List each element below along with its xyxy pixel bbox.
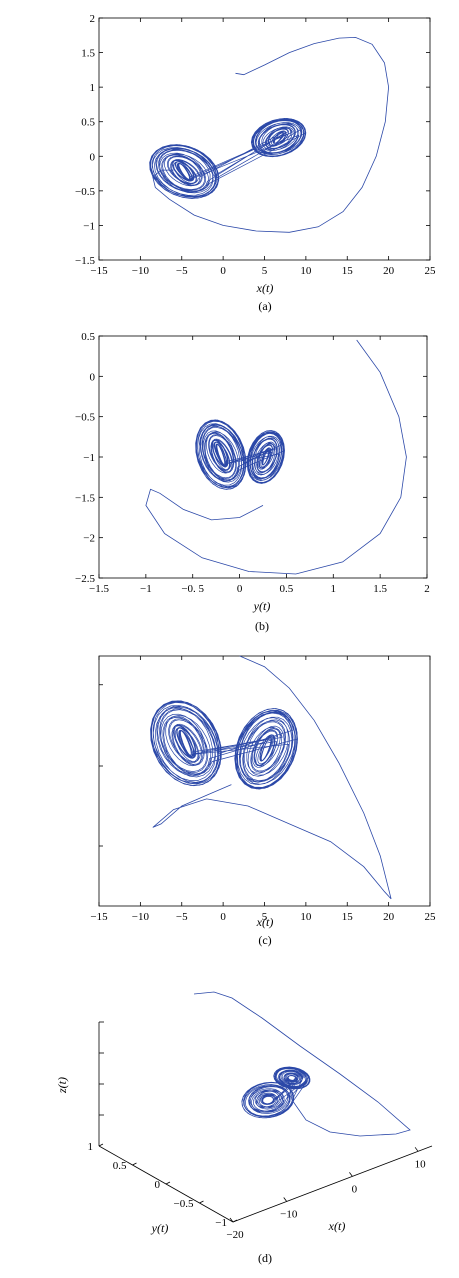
y-tick-label: −2.5 [75, 573, 95, 585]
x-tick-label: 25 [425, 911, 437, 923]
y-tick-label: −2 [83, 533, 95, 545]
x-tick-label: 15 [342, 911, 354, 923]
y-tick-label: −1 [83, 452, 95, 464]
x-tick-label: −5 [176, 911, 188, 923]
x-axis-label-a: x(t) [256, 281, 274, 295]
y-tick-mark [165, 1181, 171, 1185]
x-tick-label: 5 [262, 911, 268, 923]
x-tick-label: −10 [132, 911, 150, 923]
attractor-b [195, 419, 285, 490]
y-ticks-a: −1.5 −1 −0.5 0 0.5 1 1.5 2 [75, 13, 430, 267]
x-tick-label: −20 [226, 1229, 244, 1241]
attractor-d [241, 1066, 311, 1119]
axes-3d [98, 1022, 433, 1223]
y-tick-mark [132, 1162, 137, 1166]
x-axis-label-d: x(t) [328, 1219, 346, 1233]
x-tick-mark [229, 1217, 234, 1223]
transient-b [145, 339, 407, 575]
y-tick-mark [232, 1219, 238, 1223]
x-tick-label: −10 [280, 1208, 298, 1220]
y-tick-label: −1.5 [75, 255, 95, 267]
y-tick-label: −0.5 [75, 412, 95, 424]
y-ticks-b: −2.5 −2 −1.5 −1 −0.5 0 0.5 [75, 331, 427, 585]
x-ticks-c: −15 −10 −5 0 5 10 15 20 25 [90, 656, 436, 923]
transient-a [152, 36, 390, 233]
y-tick-label: 0 [90, 151, 96, 163]
z-axis-label-d: z(t) [55, 1077, 69, 1094]
y-tick-label: −1 [83, 220, 95, 232]
x-tick-mark [349, 1172, 353, 1177]
y-tick-label: 0.5 [113, 1160, 127, 1172]
x-tick-label: −15 [90, 911, 108, 923]
y-tick-label: −0.5 [75, 186, 95, 198]
x-tick-label: 1 [331, 583, 337, 595]
x-tick-label: 10 [300, 911, 312, 923]
x-tick-label: −1 [140, 583, 152, 595]
caption-a: (a) [258, 299, 271, 313]
x-tick-label: 20 [383, 265, 395, 277]
y-tick-label: 1 [90, 82, 96, 94]
y-axis-label-d: y(t) [151, 1221, 169, 1235]
chart-panel-b: −1.5 −1 −0. 5 0 0.5 1 1.5 2 −2.5 −2 −1.5 −1 −0.5 0 0.… [75, 331, 430, 633]
x-ticks-a: −15 −10 −5 0 5 10 15 20 25 [90, 18, 436, 277]
caption-c: (c) [258, 933, 271, 947]
x-tick-label: −1.5 [89, 583, 109, 595]
x-axis-label-b: y(t) [253, 599, 271, 613]
y-ticks-d: 1 0.5 0 −0.5 −1 [88, 1141, 238, 1229]
x-ticks-d: −20 −10 0 10 [226, 1147, 426, 1241]
x-tick-label: 0 [352, 1183, 358, 1195]
chart-panel-c: −15 −10 −5 0 5 10 15 20 25 x(t) (c) [90, 655, 436, 947]
x-tick-label: 25 [425, 265, 437, 277]
x-ticks-b: −1.5 −1 −0. 5 0 0.5 1 1.5 2 [89, 336, 430, 595]
x-tick-label: 20 [383, 911, 395, 923]
x-tick-label: 1.5 [373, 583, 387, 595]
chart-panel-a: −15 −10 −5 0 5 10 15 20 25 −1.5 −1 −0.5 0 0.5 1 1.5 2 x… [75, 13, 436, 313]
transient-c [152, 655, 392, 900]
y-ticks-c [99, 684, 103, 847]
attractor-c [150, 700, 298, 790]
x-tick-label: 10 [415, 1158, 427, 1170]
y-tick-label: 0 [155, 1179, 161, 1191]
y-tick-label: 0.5 [81, 331, 95, 343]
x-tick-label: 10 [300, 265, 312, 277]
y-tick-label: 1 [88, 1141, 94, 1153]
x-tick-label: −15 [90, 265, 108, 277]
x-tick-label: 5 [262, 265, 268, 277]
y-tick-label: −1 [215, 1217, 227, 1229]
attractor-a [149, 118, 307, 199]
x-tick-label: −0. 5 [181, 583, 204, 595]
chart-panel-d: 1 0.5 0 −0.5 −1 −20 −10 0 10 z(t) y(t) x(t) (d) [55, 991, 433, 1265]
x-tick-label: 15 [342, 265, 354, 277]
x-tick-label: 0.5 [280, 583, 294, 595]
x-tick-label: 2 [424, 583, 430, 595]
y-tick-label: 2 [90, 13, 96, 25]
x-tick-label: −10 [132, 265, 150, 277]
x-tick-label: −5 [176, 265, 188, 277]
x-axis-line [232, 1145, 433, 1223]
caption-d: (d) [258, 1251, 272, 1265]
z-ticks-d [99, 1021, 104, 1116]
y-tick-label: 1.5 [81, 48, 95, 60]
y-tick-mark [199, 1200, 204, 1204]
x-tick-mark [283, 1197, 288, 1202]
x-tick-label: 0 [237, 583, 243, 595]
y-tick-label: −1.5 [75, 492, 95, 504]
y-tick-label: 0 [90, 371, 96, 383]
y-tick-label: −0.5 [174, 1198, 194, 1210]
caption-b: (b) [255, 619, 269, 633]
x-tick-mark [414, 1147, 419, 1152]
y-tick-label: 0.5 [81, 117, 95, 129]
y-tick-mark [98, 1143, 104, 1147]
x-tick-label: 0 [220, 265, 226, 277]
transient-d [193, 991, 411, 1137]
x-tick-label: 0 [220, 911, 226, 923]
x-axis-label-c: x(t) [256, 915, 274, 929]
